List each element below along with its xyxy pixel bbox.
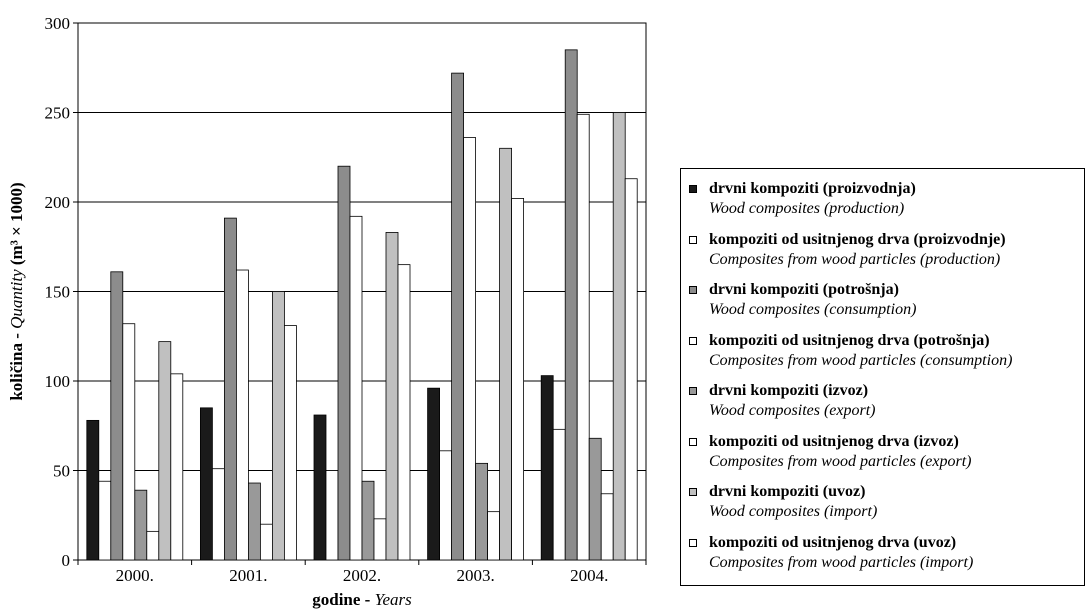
y-tick-label: 50 [53,462,70,481]
bar [283,325,297,561]
legend-swatch [689,185,697,193]
legend-sublabel: Composites from wood particles (import) [709,553,974,571]
x-tick-label: 2002. [343,566,381,585]
bar [247,482,261,561]
bar [122,323,136,561]
bar [451,72,465,561]
bar [325,470,339,561]
bar [235,269,249,561]
x-tick-label: 2000. [116,566,154,585]
bar [349,215,363,561]
x-tick-label: 2003. [456,566,494,585]
x-tick-label: 2004. [570,566,608,585]
legend-swatch [689,387,697,395]
legend-label: drvni kompoziti (potrošnja) [709,281,899,298]
x-axis-label: godine - Years [312,590,412,609]
bar [576,113,590,561]
legend-swatch [689,488,697,496]
legend-sublabel: Wood composites (consumption) [709,301,917,318]
bar [223,217,237,561]
bar [271,291,285,561]
bar [86,419,100,561]
bar [463,137,477,561]
bar [98,480,112,561]
legend-label: kompoziti od usitnjenog drva (potrošnja) [709,331,990,349]
bar [313,414,327,561]
legend-label: drvni kompoziti (proizvodnja) [709,180,916,197]
bar [588,437,602,561]
legend-label: kompoziti od usitnjenog drva (uvoz) [709,533,957,551]
legend-sublabel: Wood composites (import) [709,503,878,520]
bar-chart: 0 50 100 150 200 250 300 2000. 2001. 2002. 2003. 20… [7,14,647,609]
bar [427,387,441,561]
legend-sublabel: Composites from wood particles (export) [709,452,972,470]
bar [361,480,375,561]
bar [211,468,225,561]
bar [612,112,626,561]
bar [564,49,578,561]
y-tick-label: 200 [45,193,71,212]
bar [439,450,453,561]
y-tick-label: 300 [45,14,71,33]
bar [385,232,399,561]
bar [552,428,566,561]
legend-swatch [689,235,697,244]
bar [199,407,213,561]
legend-swatch [689,538,697,547]
y-tick-label: 250 [45,104,71,123]
bar [134,489,148,561]
legend-sublabel: Composites from wood particles (producti… [709,250,1001,268]
legend-sublabel: Wood composites (production) [709,200,905,217]
legend-label: kompoziti od usitnjenog drva (proizvodnj… [709,230,1006,248]
legend-swatch [689,437,697,446]
y-axis-label: količina - Quantity (m³ × 1000) [7,182,26,400]
legend-swatch [689,286,697,294]
legend-label: kompoziti od usitnjenog drva (izvoz) [709,432,959,450]
bar [259,523,273,561]
legend-label: drvni kompoziti (izvoz) [709,382,869,399]
legend-sublabel: Wood composites (export) [709,402,876,419]
bar [397,264,411,561]
legend-label: drvni kompoziti (uvoz) [709,483,866,500]
x-tick-label: 2001. [229,566,267,585]
bar [146,530,160,561]
bar [158,341,172,561]
bar [487,511,501,561]
bar [499,147,513,561]
bar [337,165,351,561]
bar [540,375,554,561]
bar [624,178,638,561]
legend-sublabel: Composites from wood particles (consumpt… [709,351,1013,369]
bar [600,493,614,561]
legend: drvni kompoziti (proizvodnja) Wood compos… [680,168,1085,586]
bar [373,518,387,561]
legend-swatch [689,336,697,345]
y-tick-label: 100 [45,372,71,391]
bar [511,198,525,561]
bar [475,462,489,561]
y-tick-label: 0 [62,551,71,570]
bar [110,271,124,561]
bar [170,373,184,561]
y-tick-label: 150 [45,283,71,302]
